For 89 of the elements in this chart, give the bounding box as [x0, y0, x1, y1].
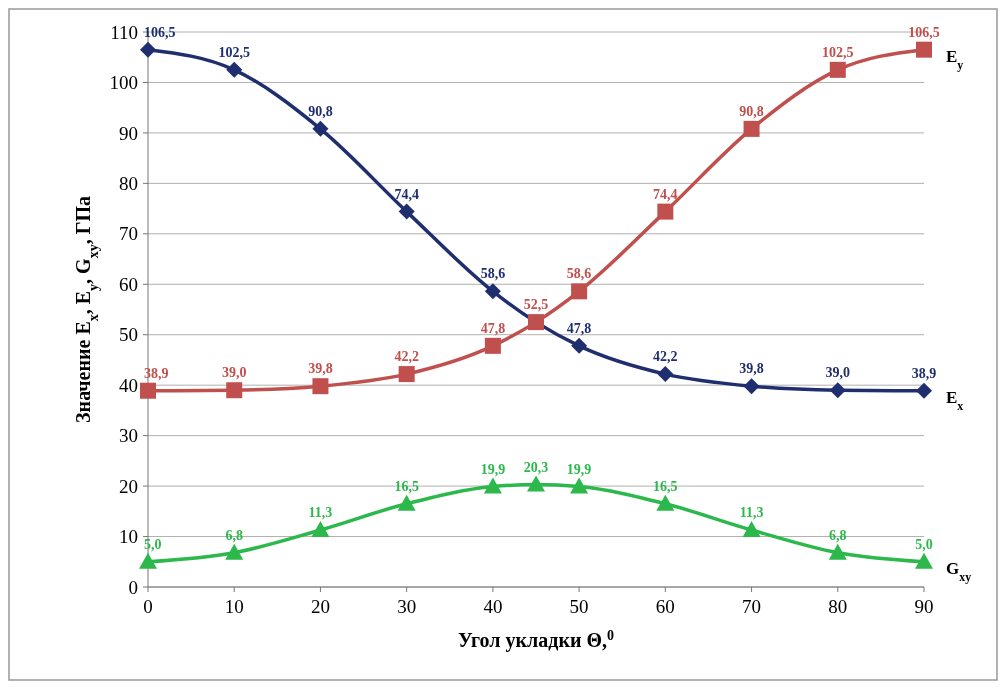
point — [140, 41, 156, 58]
data-label: 11,3 — [739, 504, 764, 520]
x-tick-label: 40 — [483, 596, 503, 617]
data-label: 58,6 — [480, 266, 506, 282]
point — [829, 61, 846, 78]
x-tick-label: 0 — [143, 596, 153, 617]
point — [570, 477, 589, 494]
x-tick-label: 30 — [397, 596, 417, 617]
data-label: 38,9 — [144, 365, 169, 381]
x-axis-title: Угол укладки Θ,$^{0}$ — [457, 627, 615, 652]
point — [571, 337, 588, 354]
data-label: 102,5 — [218, 44, 250, 60]
y-tick-label: 30 — [119, 425, 138, 447]
x-tick-label: 70 — [742, 596, 762, 617]
data-label: 74,4 — [394, 186, 419, 202]
y-tick-label: 90 — [119, 122, 138, 144]
data-label: 6,8 — [829, 527, 847, 543]
point — [226, 382, 243, 399]
point — [828, 543, 847, 560]
point — [743, 120, 760, 137]
data-label: 19,9 — [566, 461, 592, 477]
point — [398, 203, 415, 220]
y-tick-label: 50 — [119, 324, 138, 346]
point — [225, 543, 244, 560]
point — [915, 552, 933, 569]
data-label: 52,5 — [523, 297, 549, 313]
series-label: E$_{x}$ — [946, 387, 964, 413]
y-tick-label: 20 — [119, 475, 138, 497]
y-tick-label: 110 — [110, 21, 138, 43]
data-label: 5,0 — [144, 536, 162, 552]
point — [139, 552, 157, 569]
data-label: 39,0 — [825, 365, 851, 381]
data-label: 19,9 — [480, 461, 506, 477]
data-label: 74,4 — [653, 186, 678, 202]
data-label: 102,5 — [822, 44, 854, 60]
data-label: 20,3 — [523, 459, 549, 475]
data-label: 106,5 — [908, 24, 940, 40]
point — [527, 475, 545, 492]
point — [226, 61, 243, 78]
x-tick-label: 60 — [655, 596, 675, 617]
point — [829, 382, 846, 399]
data-label: 90,8 — [739, 103, 764, 119]
point — [484, 337, 501, 354]
data-label: 42,2 — [653, 349, 678, 365]
x-tick-label: 90 — [914, 596, 934, 617]
point — [483, 477, 502, 494]
point — [140, 382, 156, 399]
y-tick-label: 80 — [119, 173, 138, 195]
point — [571, 283, 588, 300]
x-tick-label: 80 — [828, 596, 848, 617]
data-label: 58,6 — [566, 266, 592, 282]
data-label: 39,0 — [221, 365, 247, 381]
x-tick-label: 10 — [224, 596, 244, 617]
point — [312, 378, 329, 395]
data-label: 47,8 — [480, 320, 506, 336]
point — [397, 494, 416, 511]
point — [484, 283, 501, 300]
x-tick-label: 50 — [569, 596, 589, 617]
series-label: E$_{y}$ — [946, 46, 964, 72]
point — [311, 520, 330, 537]
data-label: 90,8 — [308, 103, 333, 119]
x-tick-label: 20 — [310, 596, 330, 617]
point — [743, 378, 760, 395]
y-tick-label: 10 — [119, 526, 138, 548]
point — [312, 120, 329, 137]
point — [657, 203, 674, 220]
point — [398, 366, 415, 383]
data-label: 16,5 — [653, 478, 678, 494]
y-tick-label: 100 — [109, 72, 138, 94]
data-label: 6,8 — [225, 527, 243, 543]
point — [742, 520, 761, 537]
y-tick-label: 40 — [119, 374, 138, 396]
y-tick-label: 0 — [128, 576, 138, 598]
point — [916, 41, 932, 58]
data-label: 47,8 — [566, 320, 592, 336]
data-label: 11,3 — [308, 504, 333, 520]
data-label: 5,0 — [915, 536, 933, 552]
data-label: 106,5 — [144, 24, 176, 40]
data-label: 42,2 — [394, 349, 419, 365]
point — [656, 494, 675, 511]
series-label: G$_{xy}$ — [946, 558, 972, 584]
point — [916, 382, 932, 399]
data-label: 39,8 — [739, 361, 764, 377]
data-label: 38,9 — [911, 365, 937, 381]
y-tick-label: 60 — [119, 273, 138, 295]
data-label: 16,5 — [394, 478, 419, 494]
y-tick-label: 70 — [119, 223, 138, 245]
data-label: 39,8 — [308, 361, 333, 377]
point — [657, 366, 674, 383]
